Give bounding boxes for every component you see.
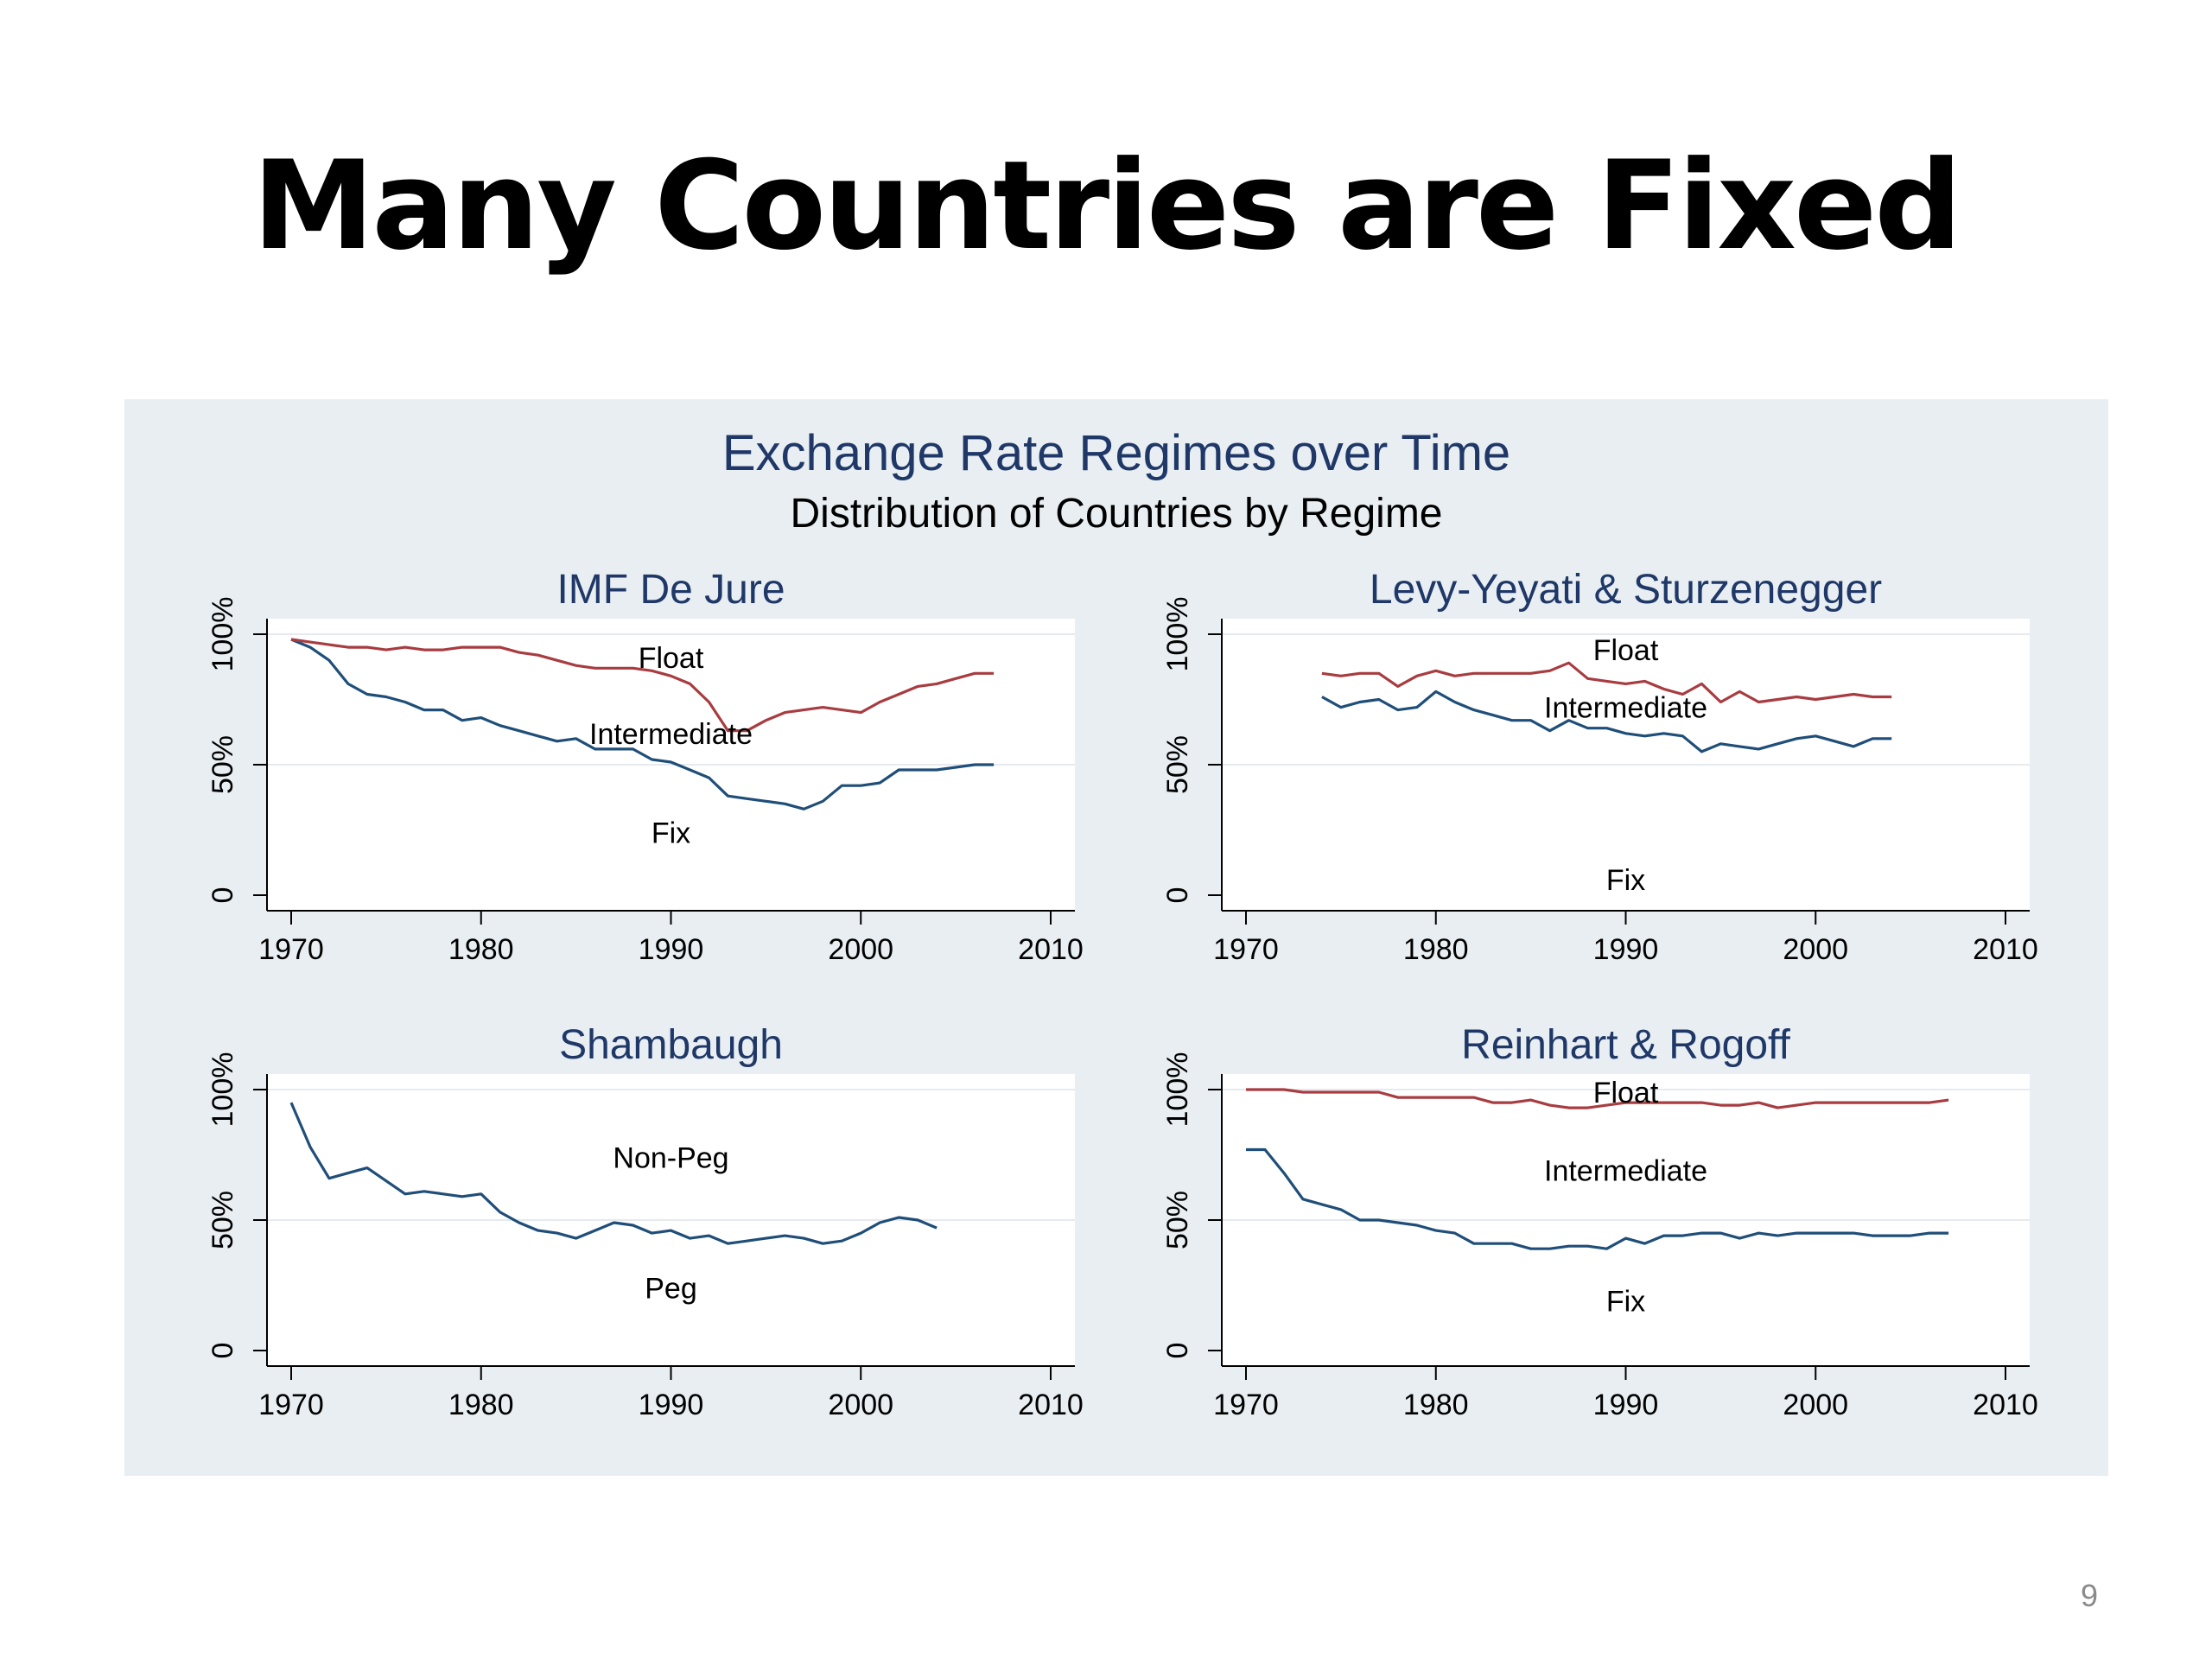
panel-1: Levy-Yeyati & Sturzenegger 0 50% 100% 1970 19…	[1161, 567, 2038, 966]
panel-title: Levy-Yeyati & Sturzenegger	[1370, 567, 1882, 613]
region-label: Fix	[1606, 864, 1645, 897]
x-tick-label: 1980	[448, 933, 514, 966]
chart-canvas: Exchange Rate Regimes over Time Distribu…	[207, 425, 2038, 1421]
chart-figure: Exchange Rate Regimes over Time Distribu…	[124, 399, 2108, 1476]
x-tick-label: 1990	[639, 933, 704, 966]
panels-layer: IMF De Jure 0 50% 100% 1970 1980 1990 2000 2010 F…	[207, 567, 2038, 1421]
x-tick-label: 2000	[828, 1389, 893, 1421]
y-tick-label: 50%	[1161, 1191, 1194, 1249]
y-tick-label: 100%	[1161, 1052, 1194, 1128]
x-tick-label: 1970	[1213, 933, 1279, 966]
y-tick-label: 100%	[207, 1052, 239, 1128]
y-tick-label: 100%	[1161, 597, 1194, 672]
x-tick-label: 1980	[1403, 933, 1469, 966]
panel-0: IMF De Jure 0 50% 100% 1970 1980 1990 2000 2010 F…	[207, 567, 1084, 966]
y-tick-label: 0	[207, 1343, 239, 1359]
chart-title: Exchange Rate Regimes over Time	[722, 425, 1510, 481]
x-tick-label: 2010	[1973, 1389, 2038, 1421]
y-tick-label: 50%	[207, 1191, 239, 1249]
x-tick-label: 1990	[1593, 933, 1659, 966]
x-tick-label: 1970	[1213, 1389, 1279, 1421]
region-label: Float	[1593, 1077, 1659, 1109]
series-line-fix-boundary	[289, 1102, 938, 1245]
region-label: Non-Peg	[613, 1142, 728, 1175]
chart-subtitle: Distribution of Countries by Regime	[791, 491, 1443, 537]
region-label: Intermediate	[1544, 1155, 1707, 1188]
series-line-fix-boundary	[1321, 690, 1892, 753]
y-tick-label: 0	[1161, 887, 1194, 904]
region-label: Float	[639, 642, 704, 675]
region-label: Peg	[645, 1273, 697, 1306]
y-tick-label: 50%	[1161, 735, 1194, 794]
y-tick-label: 50%	[207, 735, 239, 794]
x-tick-label: 1970	[258, 1389, 324, 1421]
series-line-float-boundary	[1246, 1088, 1949, 1109]
x-tick-label: 1990	[1593, 1389, 1659, 1421]
x-tick-label: 2000	[828, 933, 893, 966]
panel-title: IMF De Jure	[556, 567, 785, 613]
region-label: Intermediate	[589, 718, 753, 751]
y-tick-label: 0	[1161, 1343, 1194, 1359]
x-tick-label: 2010	[1973, 933, 2038, 966]
x-tick-label: 1970	[258, 933, 324, 966]
region-label: Intermediate	[1544, 692, 1707, 725]
y-tick-label: 100%	[207, 597, 239, 672]
x-tick-label: 2000	[1783, 1389, 1848, 1421]
series-line-float-boundary	[1321, 661, 1892, 704]
region-label: Fix	[1606, 1286, 1645, 1319]
x-tick-label: 1990	[639, 1389, 704, 1421]
panel-title: Shambaugh	[559, 1022, 783, 1068]
panel-title: Reinhart & Rogoff	[1461, 1022, 1790, 1068]
x-tick-label: 1980	[448, 1389, 514, 1421]
region-label: Fix	[652, 817, 690, 850]
series-line-float-boundary	[290, 638, 995, 733]
page-number: 9	[2080, 1578, 2098, 1613]
y-tick-label: 0	[207, 887, 239, 904]
x-tick-label: 2000	[1783, 933, 1848, 966]
panel-3: Reinhart & Rogoff 0 50% 100% 1970 1980 1990 200…	[1161, 1022, 2038, 1421]
series-line-fix-boundary	[290, 638, 995, 810]
series-line-fix-boundary	[1246, 1147, 1949, 1250]
slide-title: Many Countries are Fixed	[252, 135, 1962, 277]
region-label: Float	[1593, 634, 1659, 667]
x-tick-label: 2010	[1018, 1389, 1084, 1421]
panel-2: Shambaugh 0 50% 100% 1970 1980 1990 2000 2010 Non…	[207, 1022, 1084, 1421]
x-tick-label: 1980	[1403, 1389, 1469, 1421]
x-tick-label: 2010	[1018, 933, 1084, 966]
